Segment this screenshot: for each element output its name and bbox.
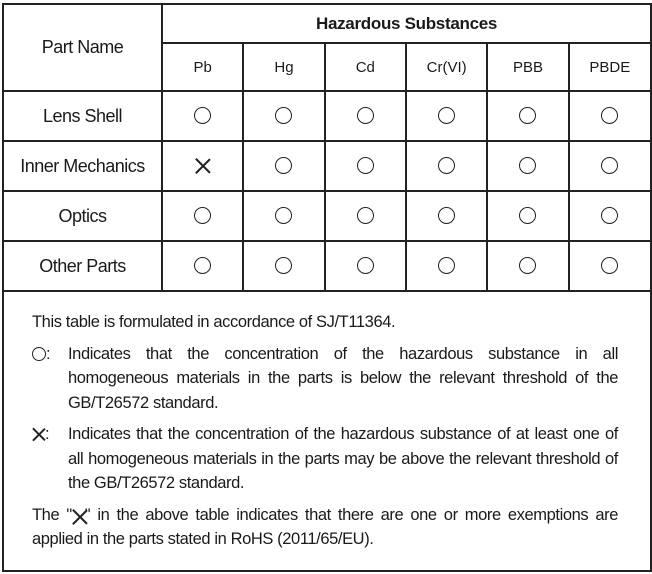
substance-header-pb: Pb bbox=[162, 42, 245, 92]
notes-section: This table is formulated in accordance o… bbox=[32, 310, 618, 559]
circle-icon bbox=[438, 157, 456, 175]
substance-header-cd: Cd bbox=[323, 42, 407, 92]
circle-icon bbox=[601, 207, 619, 225]
circle-icon bbox=[275, 207, 293, 225]
circle-icon bbox=[356, 207, 374, 225]
circle-icon bbox=[194, 207, 212, 225]
circle-icon bbox=[356, 157, 374, 175]
circle-icon bbox=[519, 157, 537, 175]
substance-header-pbb: PBB bbox=[486, 42, 570, 92]
substance-cell bbox=[323, 140, 407, 192]
substance-cell bbox=[404, 90, 489, 142]
cross-icon bbox=[195, 158, 211, 174]
substance-cell bbox=[242, 190, 326, 242]
substance-cell bbox=[486, 90, 570, 142]
part-name-header: Part Name bbox=[4, 5, 163, 92]
substance-header-crvi: Cr(VI) bbox=[404, 42, 489, 92]
circle-icon bbox=[601, 257, 619, 275]
cross-definition-text: Indicates that the concentration of the … bbox=[68, 425, 618, 492]
substance-cell bbox=[567, 90, 650, 142]
substance-cell bbox=[323, 90, 407, 142]
substance-cell bbox=[567, 140, 650, 192]
substance-cell bbox=[160, 140, 245, 192]
substance-cell bbox=[567, 240, 650, 292]
hazardous-substances-table: Part Name Hazardous Substances Pb Hg Cd Cr(… bbox=[4, 5, 650, 292]
circle-definition: : Indicates that the concentration of th… bbox=[32, 342, 618, 416]
substance-cell bbox=[567, 190, 650, 242]
substance-cell bbox=[323, 240, 407, 292]
circle-icon bbox=[194, 257, 212, 275]
cross-definition: : Indicates that the concentration of th… bbox=[32, 422, 618, 496]
table-row: Other Parts bbox=[4, 240, 650, 292]
rohs-table-frame: Part Name Hazardous Substances Pb Hg Cd Cr(… bbox=[2, 3, 652, 572]
table-row: Lens Shell bbox=[4, 90, 650, 142]
part-name-cell: Other Parts bbox=[4, 240, 163, 292]
substance-cell bbox=[404, 240, 489, 292]
circle-icon bbox=[601, 157, 619, 175]
circle-icon bbox=[438, 207, 456, 225]
substance-cell bbox=[486, 190, 570, 242]
circle-icon bbox=[275, 107, 293, 125]
circle-icon bbox=[32, 347, 46, 362]
table-row: Optics bbox=[4, 190, 650, 242]
part-name-cell: Optics bbox=[4, 190, 163, 242]
substance-cell bbox=[404, 190, 489, 242]
substance-cell bbox=[160, 240, 245, 292]
substance-header-pbde: PBDE bbox=[567, 42, 650, 92]
substance-cell bbox=[486, 140, 570, 192]
substance-cell bbox=[160, 90, 245, 142]
circle-icon bbox=[519, 257, 537, 275]
circle-icon bbox=[356, 257, 374, 275]
part-name-cell: Inner Mechanics bbox=[4, 140, 163, 192]
circle-icon bbox=[275, 257, 293, 275]
circle-icon bbox=[194, 107, 212, 125]
substance-header-hg: Hg bbox=[242, 42, 326, 92]
circle-icon bbox=[601, 107, 619, 125]
circle-icon bbox=[438, 107, 456, 125]
table-row: Inner Mechanics bbox=[4, 140, 650, 192]
substance-cell bbox=[323, 190, 407, 242]
substance-cell bbox=[242, 240, 326, 292]
part-name-cell: Lens Shell bbox=[4, 90, 163, 142]
substance-cell bbox=[160, 190, 245, 242]
standard-note: This table is formulated in accordance o… bbox=[32, 313, 396, 331]
exemption-note: The " " in the above table indicates that… bbox=[32, 505, 618, 549]
cross-icon bbox=[72, 509, 85, 522]
hazardous-substances-header: Hazardous Substances bbox=[161, 5, 650, 44]
circle-icon bbox=[519, 207, 537, 225]
substance-cell bbox=[486, 240, 570, 292]
circle-icon bbox=[438, 257, 456, 275]
substance-cell bbox=[242, 90, 326, 142]
cross-icon bbox=[32, 428, 45, 441]
circle-icon bbox=[356, 107, 374, 125]
circle-icon bbox=[275, 157, 293, 175]
circle-icon bbox=[519, 107, 537, 125]
substance-cell bbox=[404, 140, 489, 192]
circle-definition-text: Indicates that the concentration of the … bbox=[68, 344, 618, 412]
substance-cell bbox=[242, 140, 326, 192]
